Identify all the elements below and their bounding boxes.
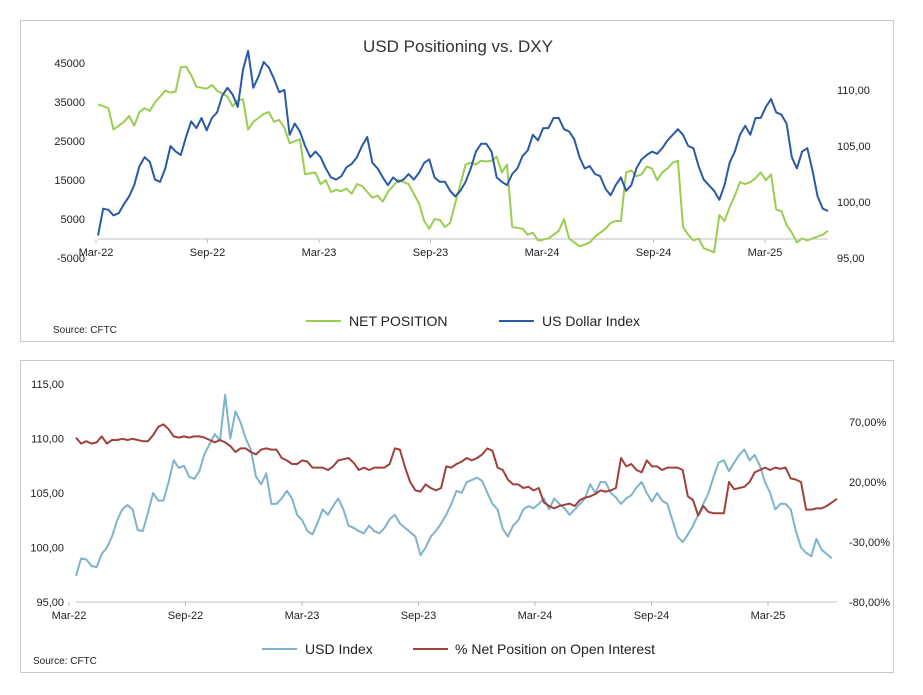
plot-area-top: Mar-22 Sep-22 Mar-23 Sep-23 Mar-24 Sep-24 Mar-… [54,49,871,265]
series-line-usd-index [75,393,833,577]
x-tick-label: Sep-22 [190,247,225,259]
y-right-tick-label: 100,00 [837,197,871,209]
legend-label-usd-index: USD Index [305,641,373,657]
y-right-tick-label: -80,00% [849,597,890,609]
series-line-us-dollar-index [97,49,829,236]
chart-title: USD Positioning vs. DXY [363,37,553,56]
y-left-tick-label: 25000 [54,136,85,148]
chart-bottom: Mar-22 Sep-22 Mar-23 Sep-23 Mar-24 Sep-24 Mar-… [30,379,890,667]
x-tick-label: Mar-24 [518,610,553,622]
y-right-tick-label: -30,00% [849,537,890,549]
x-tick-label: Sep-22 [168,610,203,622]
chart-top: USD Positioning vs. DXY Mar-22 Sep-22 Mar-… [53,37,871,336]
legend-label-net-position: NET POSITION [349,313,448,329]
y-left-tick-label: 105,00 [30,488,64,500]
y-right-tick-label: 110,00 [837,85,870,97]
y-left-tick-label: 100,00 [30,543,64,555]
source-label: Source: CFTC [33,656,97,667]
y-left-tick-label: 110,00 [31,434,64,446]
source-label: Source: CFTC [53,325,117,336]
x-tick-label: Sep-24 [634,610,669,622]
chart-panel-top: USD Positioning vs. DXY Mar-22 Sep-22 Mar-… [20,20,894,342]
y-left-tick-label: 95,00 [36,597,64,609]
y-right-tick-label: 95,00 [837,253,865,265]
y-right-tick-label: 105,00 [837,141,871,153]
legend-label-net-position-oi: % Net Position on Open Interest [455,641,655,657]
legend-label-us-dollar-index: US Dollar Index [542,313,640,329]
chart-panel-bottom: Mar-22 Sep-22 Mar-23 Sep-23 Mar-24 Sep-24 Mar-… [20,360,894,673]
y-left-tick-label: 35000 [54,97,85,109]
y-left-tick-label: 15000 [54,175,85,187]
x-tick-label: Mar-22 [79,247,114,259]
x-tick-label: Sep-23 [401,610,436,622]
series-line-net-position [97,65,829,254]
y-left-tick-label: 45000 [54,58,85,70]
x-tick-label: Sep-23 [413,247,448,259]
x-tick-label: Mar-23 [285,610,320,622]
x-tick-label: Sep-24 [636,247,671,259]
x-tick-label: Mar-22 [52,610,87,622]
x-tick-label: Mar-23 [302,247,337,259]
y-left-tick-label: -5000 [57,253,85,265]
y-right-tick-label: 20,00% [849,477,887,489]
x-tick-label: Mar-25 [748,247,783,259]
x-tick-label: Mar-24 [525,247,560,259]
y-left-tick-label: 5000 [61,214,85,226]
y-right-tick-label: 70,00% [849,417,887,429]
x-tick-label: Mar-25 [751,610,786,622]
y-left-tick-label: 115,00 [31,379,64,391]
series-line-net-position-on-open-interest [75,423,838,517]
plot-area-bottom: Mar-22 Sep-22 Mar-23 Sep-23 Mar-24 Sep-24 Mar-… [30,379,890,622]
